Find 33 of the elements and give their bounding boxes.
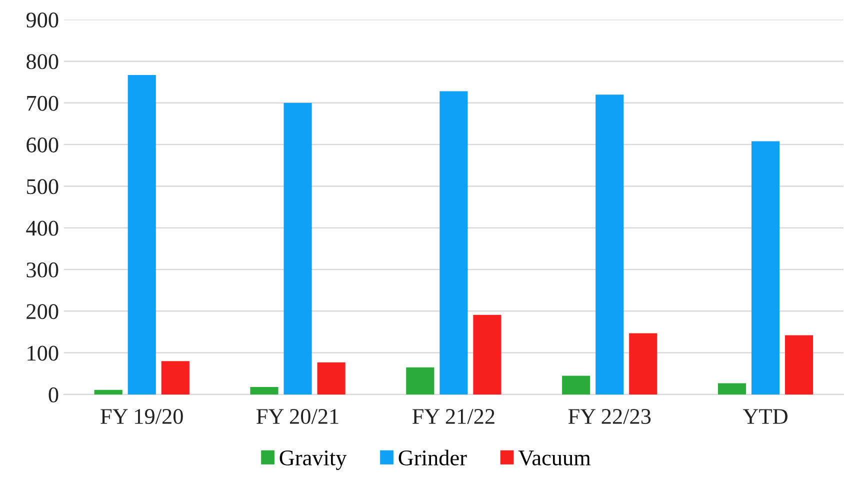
legend-label: Grinder <box>398 450 467 466</box>
bar <box>562 376 590 394</box>
bar <box>751 141 780 394</box>
x-tick-label: FY 22/23 <box>568 409 651 424</box>
bar <box>406 367 434 394</box>
y-tick-label: 400 <box>26 220 58 236</box>
bar <box>785 335 814 394</box>
y-tick-label: 900 <box>26 12 58 28</box>
x-tick-label: FY 20/21 <box>256 408 338 424</box>
y-tick-label: 700 <box>27 96 58 111</box>
bar <box>596 94 624 394</box>
bar <box>161 361 190 394</box>
y-tick-label: 500 <box>26 179 58 194</box>
y-tick-label: 200 <box>26 304 58 320</box>
y-tick-label: 100 <box>28 346 58 361</box>
y-tick-label: 300 <box>26 262 58 278</box>
bar <box>473 314 502 394</box>
y-tick-label: 800 <box>26 54 58 70</box>
bar <box>94 390 122 394</box>
y-tick-label: 0 <box>48 387 58 402</box>
bar <box>128 74 156 394</box>
x-tick-label: FY 21/22 <box>412 409 494 424</box>
y-tick-label: 600 <box>26 137 58 152</box>
x-tick-label: YTD <box>742 409 788 424</box>
bar <box>440 91 468 394</box>
x-tick-label: FY 19/20 <box>100 408 183 424</box>
bar <box>629 333 658 394</box>
bar <box>718 383 746 394</box>
legend-label: Vacuum <box>518 450 591 466</box>
bar <box>250 386 278 394</box>
bar <box>317 362 346 394</box>
legend-label: Gravity <box>280 450 347 470</box>
bar <box>284 102 312 394</box>
